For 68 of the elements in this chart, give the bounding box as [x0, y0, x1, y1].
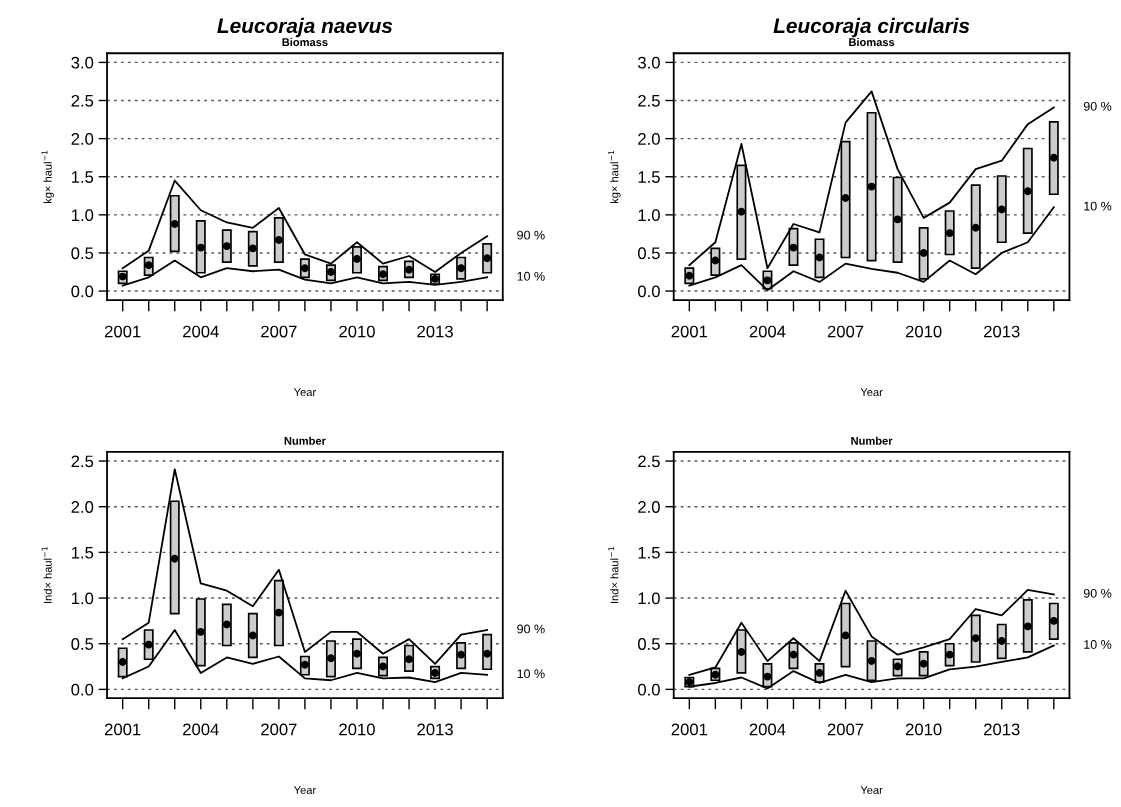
y-axis-title: Ind× haul$^{−1}$ [41, 547, 52, 603]
text: 90 % [517, 624, 545, 634]
x-tick-label: 2001 [671, 723, 708, 736]
text: 10 % [1084, 201, 1112, 211]
x-tick-label: 2013 [417, 723, 453, 736]
text: 90 % [1083, 588, 1112, 598]
x-tick-label: 2001 [104, 325, 141, 338]
y-tick-label: 1.5 [638, 171, 660, 183]
y-tick-label: 2.5 [71, 94, 94, 107]
x-tick-label: 2013 [984, 325, 1020, 338]
x-tick-label: 2004 [749, 325, 786, 338]
y-tick-label: 0.5 [71, 638, 94, 650]
y-tick-label: 0.0 [638, 285, 660, 298]
chart-subtitle: Number [851, 436, 893, 445]
y-tick-label: 2.0 [71, 501, 94, 513]
chart-subtitle: Biomass [849, 37, 895, 47]
y-tick-label: 2.0 [638, 501, 660, 513]
x-tick-label: 2013 [984, 723, 1020, 736]
x-axis-title: Year [860, 388, 883, 397]
y-tick-label: 1.0 [71, 592, 94, 605]
y-tick-label: 2.0 [638, 133, 660, 145]
y-tick-label: 1.0 [638, 209, 660, 222]
x-tick-label: 2007 [261, 723, 297, 736]
x-tick-label: 2010 [905, 325, 942, 338]
y-tick-label: 1.5 [71, 171, 94, 183]
chart-title: Leucoraja naevus [217, 17, 393, 38]
x-axis-title: Year [860, 786, 883, 794]
y-tick-label: 0.5 [638, 638, 660, 650]
x-tick-label: 2001 [104, 723, 141, 736]
chart-subtitle: Biomass [282, 37, 328, 47]
y-tick-label: 1.0 [71, 209, 94, 222]
y-tick-label: 1.5 [71, 546, 94, 559]
y-tick-label: 0.0 [71, 683, 94, 696]
y-axis-title: kg× haul$^{−1}$ [41, 150, 54, 204]
y-tick-label: 0.0 [638, 683, 660, 696]
x-tick-label: 2004 [749, 723, 786, 736]
x-tick-label: 2001 [671, 325, 708, 338]
x-tick-label: 2010 [339, 325, 375, 338]
y-tick-label: 3.0 [71, 56, 94, 69]
y-tick-label: 0.5 [638, 247, 660, 260]
y-axis-title: Ind× haul$^{−1}$ [608, 547, 619, 603]
x-tick-label: 2010 [905, 723, 942, 736]
x-tick-label: 2007 [827, 723, 864, 736]
x-axis-title: Year [293, 388, 316, 397]
y-tick-label: 1.5 [638, 546, 660, 559]
x-tick-label: 2007 [261, 325, 297, 338]
text: 10 % [517, 669, 545, 679]
text: 90 % [517, 230, 545, 240]
y-tick-label: 2.0 [71, 133, 94, 145]
y-tick-label: 1.0 [638, 592, 660, 605]
y-tick-label: 2.5 [638, 94, 660, 107]
x-tick-label: 2004 [183, 723, 219, 736]
y-tick-label: 3.0 [638, 56, 660, 69]
y-tick-label: 0.0 [71, 285, 94, 298]
text: 10 % [1084, 640, 1112, 649]
text: 10 % [517, 271, 545, 281]
chart-subtitle: Number [284, 436, 326, 445]
y-tick-label: 0.5 [71, 247, 94, 260]
text: 90 % [1083, 101, 1112, 111]
y-tick-label: 2.5 [638, 455, 660, 468]
x-tick-label: 2007 [827, 325, 864, 338]
chart-title: Leucoraja circularis [773, 17, 970, 38]
y-tick-label: 2.5 [71, 455, 94, 468]
x-tick-label: 2013 [417, 325, 453, 338]
x-tick-label: 2004 [183, 325, 219, 338]
x-axis-title: Year [293, 786, 316, 794]
y-axis-title: kg× haul$^{−1}$ [608, 150, 621, 204]
x-tick-label: 2010 [339, 723, 375, 736]
